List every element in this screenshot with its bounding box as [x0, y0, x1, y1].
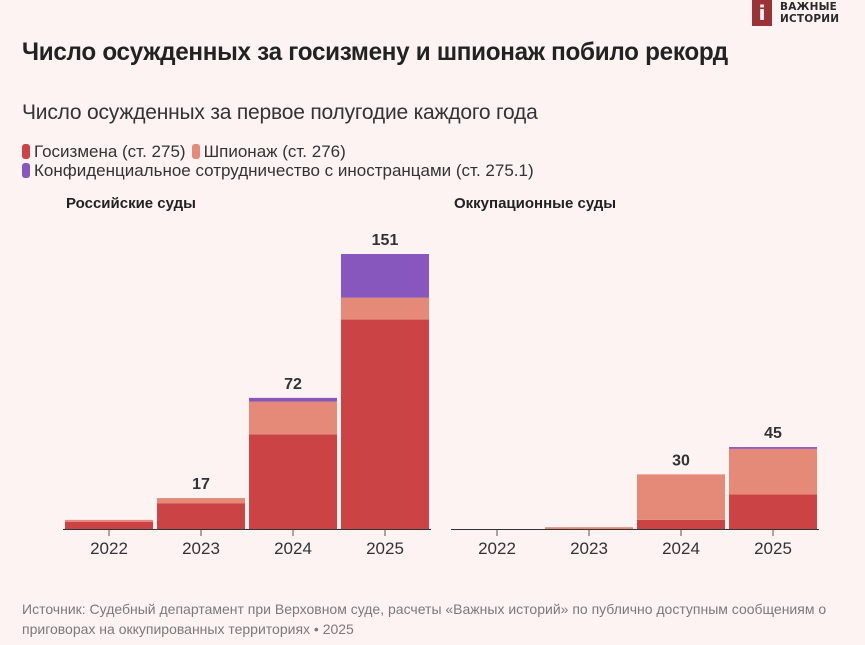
bar-segment-espionage-2022: [65, 519, 153, 522]
legend-label: Конфиденциальное сотрудничество с иностр…: [34, 161, 534, 180]
legend-label: Госизмена (ст. 275): [34, 142, 186, 161]
bar-segment-confidential-2024: [249, 397, 337, 402]
bar-total-label: 151: [372, 232, 399, 249]
legend-swatch-espionage: [191, 144, 200, 159]
legend-swatch-confidential: [22, 163, 30, 178]
bar-segment-espionage-2023: [157, 498, 245, 504]
bar-segment-confidential-2025: [729, 447, 817, 449]
bar-segment-confidential-2025: [341, 254, 429, 298]
legend-label: Шпионаж (ст. 276): [203, 142, 346, 161]
x-tick-label: 2024: [274, 539, 312, 558]
bar-total-label: 45: [764, 425, 782, 442]
legend-item-espionage: Шпионаж (ст. 276): [191, 142, 346, 161]
x-tick-label: 2022: [478, 539, 516, 558]
bar-segment-espionage-2025: [341, 297, 429, 320]
bar-segment-treason-2025: [341, 319, 429, 529]
bar-segment-treason-2022: [65, 521, 153, 529]
panel-title-occupation-courts: Оккупационные суды: [454, 195, 617, 212]
legend-item-confidential: Конфиденциальное сотрудничество с иностр…: [22, 161, 534, 180]
bar-total-label: 30: [672, 452, 690, 469]
x-tick-label: 2022: [90, 539, 128, 558]
x-tick-label: 2025: [366, 539, 404, 558]
bar-segment-treason-2024: [637, 519, 725, 529]
bar-segment-espionage-2024: [249, 401, 337, 435]
chart-title: Число осужденных за госизмену и шпионаж …: [22, 38, 728, 66]
bar-segment-treason-2024: [249, 434, 337, 529]
x-tick-label: 2023: [570, 539, 608, 558]
bar-segment-espionage-2025: [729, 448, 817, 495]
legend: Госизмена (ст. 275) Шпионаж (ст. 276) Ко…: [22, 142, 540, 180]
legend-item-treason: Госизмена (ст. 275): [22, 142, 186, 161]
bar-segment-treason-2025: [729, 494, 817, 529]
bar-segment-espionage-2023: [545, 527, 633, 529]
chart-subtitle: Число осужденных за первое полугодие каж…: [22, 101, 538, 124]
brand-line-2: ИСТОРИИ: [780, 13, 840, 25]
panel-title-russian-courts: Российские суды: [66, 195, 196, 212]
x-tick-label: 2024: [662, 539, 700, 558]
x-tick-label: 2025: [754, 539, 792, 558]
legend-swatch-treason: [22, 144, 30, 159]
bar-segment-espionage-2024: [637, 474, 725, 520]
panel-0: 2022 17 2023 72 2024 151 2025: [63, 232, 431, 558]
brand-name: ВАЖНЫЕ ИСТОРИИ: [780, 1, 839, 25]
x-tick-label: 2023: [182, 539, 220, 558]
brand-line-1: ВАЖНЫЕ: [780, 1, 838, 13]
source-note: Источник: Судебный департамент при Верхо…: [22, 601, 827, 637]
brand-logo: i ВАЖНЫЕ ИСТОРИИ: [752, 0, 839, 26]
bar-total-label: 17: [192, 476, 210, 493]
bar-total-label: 72: [284, 376, 302, 393]
bar-segment-treason-2023: [157, 503, 245, 529]
logo-icon: i: [752, 0, 772, 26]
panel-1: 2022 2023 30 2024 45 2025: [451, 425, 819, 558]
